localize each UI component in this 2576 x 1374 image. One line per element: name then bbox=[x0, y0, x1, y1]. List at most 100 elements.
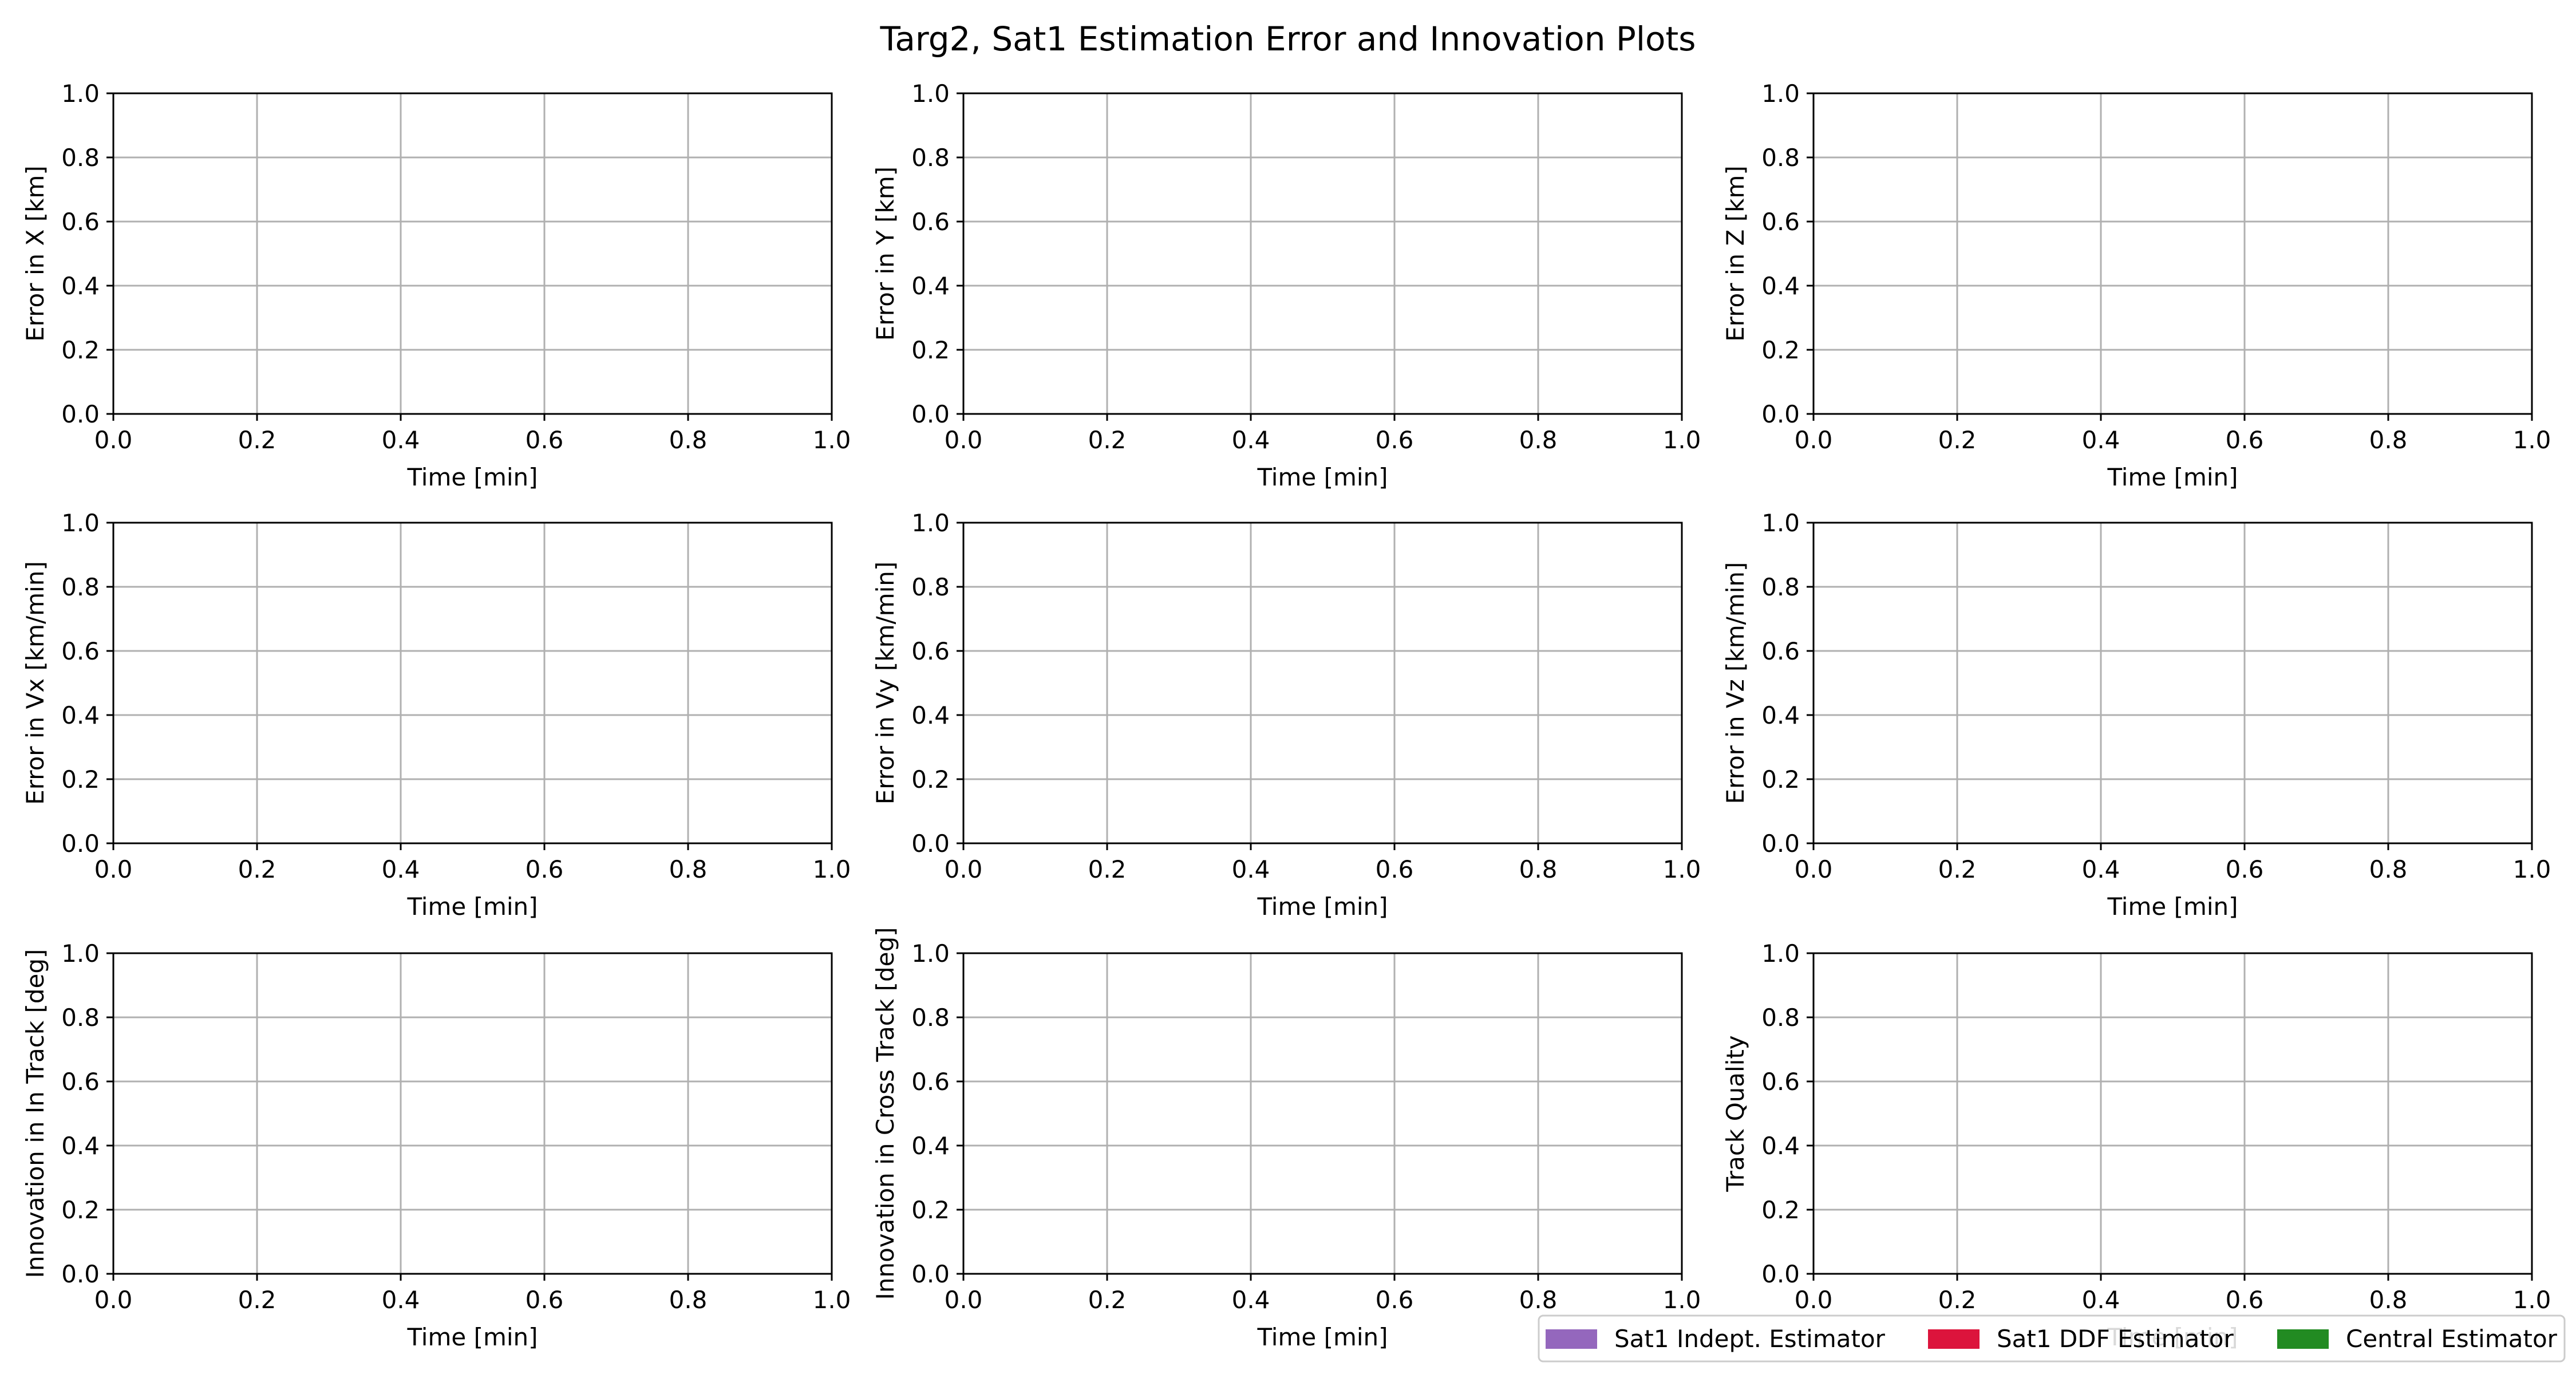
x-tick-label: 0.6 bbox=[526, 1286, 564, 1314]
y-tick-label: 0.4 bbox=[1761, 272, 1800, 300]
y-axis-label: Error in Z [km] bbox=[1721, 165, 1749, 342]
y-tick-label: 0.4 bbox=[1761, 701, 1800, 729]
x-axis-label: Time [min] bbox=[1257, 893, 1388, 921]
x-tick-label: 1.0 bbox=[813, 426, 851, 454]
legend: Sat1 Indept. Estimator Sat1 DDF Estimator… bbox=[1538, 1314, 2566, 1363]
x-tick-label: 0.8 bbox=[2369, 1286, 2408, 1314]
y-tick-label: 0.0 bbox=[911, 1260, 950, 1288]
x-tick-label: 0.6 bbox=[2226, 1286, 2264, 1314]
y-tick-label: 0.8 bbox=[911, 1004, 950, 1032]
y-tick-label: 1.0 bbox=[911, 509, 950, 537]
x-tick-label: 0.8 bbox=[669, 1286, 708, 1314]
x-tick-label: 0.4 bbox=[2082, 1286, 2120, 1314]
y-tick-label: 0.4 bbox=[911, 701, 950, 729]
axes-frame bbox=[962, 92, 1683, 415]
x-axis-label: Time [min] bbox=[1257, 1323, 1388, 1351]
y-tick-label: 0.6 bbox=[61, 637, 100, 665]
x-tick-label: 0.0 bbox=[94, 855, 133, 883]
x-axis-label: Time [min] bbox=[2107, 463, 2238, 491]
x-tick-label: 0.6 bbox=[2226, 426, 2264, 454]
x-tick-label: 0.0 bbox=[945, 855, 983, 883]
x-tick-label: 0.4 bbox=[382, 1286, 420, 1314]
y-tick-label: 0.6 bbox=[1761, 208, 1800, 236]
y-tick-label: 0.4 bbox=[61, 272, 100, 300]
subplot-2: 0.0 0.2 0.4 0.6 0.8 1.0 0.0 0.2 0.4 0.6 0.8 1.0 Time… bbox=[871, 80, 1701, 491]
y-tick-label: 0.8 bbox=[61, 573, 100, 601]
x-tick-label: 0.4 bbox=[2082, 426, 2120, 454]
x-tick-label: 0.6 bbox=[1376, 1286, 1414, 1314]
x-tick-label: 1.0 bbox=[1663, 1286, 1701, 1314]
x-tick-label: 1.0 bbox=[2513, 426, 2551, 454]
y-tick-label: 0.0 bbox=[61, 830, 100, 858]
x-tick-label: 0.6 bbox=[2226, 855, 2264, 883]
y-tick-label: 0.6 bbox=[911, 1068, 950, 1096]
y-tick-label: 0.8 bbox=[911, 573, 950, 601]
y-tick-label: 0.0 bbox=[911, 830, 950, 858]
x-tick-label: 0.8 bbox=[2369, 426, 2408, 454]
y-tick-label: 0.0 bbox=[1761, 1260, 1800, 1288]
y-tick-label: 0.0 bbox=[61, 1260, 100, 1288]
axes-frame bbox=[962, 952, 1683, 1275]
y-tick-label: 0.4 bbox=[1761, 1132, 1800, 1160]
y-tick-label: 0.2 bbox=[1761, 336, 1800, 364]
axes-frame bbox=[1812, 952, 2533, 1275]
y-tick-label: 0.6 bbox=[61, 208, 100, 236]
x-tick-label: 0.8 bbox=[1519, 1286, 1558, 1314]
subplot-3: 0.0 0.2 0.4 0.6 0.8 1.0 0.0 0.2 0.4 0.6 0.8 1.0 Time… bbox=[1721, 80, 2551, 491]
x-tick-label: 0.0 bbox=[94, 1286, 133, 1314]
y-tick-label: 0.6 bbox=[1761, 637, 1800, 665]
x-tick-label: 0.0 bbox=[945, 426, 983, 454]
y-tick-label: 0.8 bbox=[1761, 144, 1800, 172]
y-tick-label: 1.0 bbox=[911, 939, 950, 968]
x-tick-label: 1.0 bbox=[1663, 855, 1701, 883]
x-tick-label: 0.6 bbox=[526, 855, 564, 883]
y-tick-label: 0.6 bbox=[911, 208, 950, 236]
axes-frame bbox=[112, 92, 833, 415]
x-tick-label: 0.8 bbox=[1519, 426, 1558, 454]
y-tick-label: 0.8 bbox=[61, 1004, 100, 1032]
y-axis-label: Error in X [km] bbox=[21, 165, 49, 342]
y-tick-label: 0.4 bbox=[911, 1132, 950, 1160]
legend-entry-label: Central Estimator bbox=[2346, 1325, 2558, 1353]
x-tick-label: 0.8 bbox=[669, 855, 708, 883]
y-tick-label: 0.2 bbox=[911, 1196, 950, 1224]
y-tick-label: 0.8 bbox=[61, 144, 100, 172]
legend-entry-label: Sat1 DDF Estimator bbox=[1997, 1325, 2234, 1353]
x-tick-label: 1.0 bbox=[2513, 1286, 2551, 1314]
y-tick-label: 0.0 bbox=[911, 400, 950, 428]
x-tick-label: 0.8 bbox=[1519, 855, 1558, 883]
y-axis-label: Error in Y [km] bbox=[871, 167, 899, 341]
x-tick-label: 0.6 bbox=[1376, 855, 1414, 883]
x-tick-label: 0.2 bbox=[1088, 426, 1127, 454]
axes-frame bbox=[1812, 522, 2533, 844]
y-tick-label: 0.2 bbox=[1761, 765, 1800, 793]
y-axis-label: Error in Vx [km/min] bbox=[21, 561, 49, 805]
y-tick-label: 0.6 bbox=[1761, 1068, 1800, 1096]
y-tick-label: 0.2 bbox=[61, 1196, 100, 1224]
y-tick-label: 1.0 bbox=[61, 509, 100, 537]
x-tick-label: 0.4 bbox=[1232, 426, 1270, 454]
y-tick-label: 0.2 bbox=[911, 765, 950, 793]
y-tick-label: 1.0 bbox=[1761, 80, 1800, 108]
x-tick-label: 1.0 bbox=[1663, 426, 1701, 454]
axes-frame bbox=[112, 522, 833, 844]
x-tick-label: 0.2 bbox=[1088, 855, 1127, 883]
x-tick-label: 0.2 bbox=[238, 1286, 276, 1314]
y-axis-label: Error in Vy [km/min] bbox=[871, 562, 899, 805]
x-tick-label: 0.2 bbox=[1938, 1286, 1977, 1314]
y-tick-label: 0.4 bbox=[61, 1132, 100, 1160]
x-tick-label: 0.8 bbox=[669, 426, 708, 454]
y-tick-label: 0.2 bbox=[1761, 1196, 1800, 1224]
y-tick-label: 0.0 bbox=[1761, 400, 1800, 428]
y-tick-label: 1.0 bbox=[911, 80, 950, 108]
y-tick-label: 1.0 bbox=[61, 80, 100, 108]
legend-swatch bbox=[1546, 1329, 1597, 1349]
y-tick-label: 0.8 bbox=[911, 144, 950, 172]
x-tick-label: 0.6 bbox=[526, 426, 564, 454]
y-tick-label: 0.0 bbox=[1761, 830, 1800, 858]
legend-entry-label: Sat1 Indept. Estimator bbox=[1614, 1325, 1886, 1353]
y-tick-label: 0.6 bbox=[911, 637, 950, 665]
y-axis-label: Innovation in Cross Track [deg] bbox=[871, 927, 899, 1300]
subplot-6: 0.0 0.2 0.4 0.6 0.8 1.0 0.0 0.2 0.4 0.6 0.8 1.0 Time… bbox=[1721, 509, 2551, 921]
x-tick-label: 0.4 bbox=[1232, 855, 1270, 883]
